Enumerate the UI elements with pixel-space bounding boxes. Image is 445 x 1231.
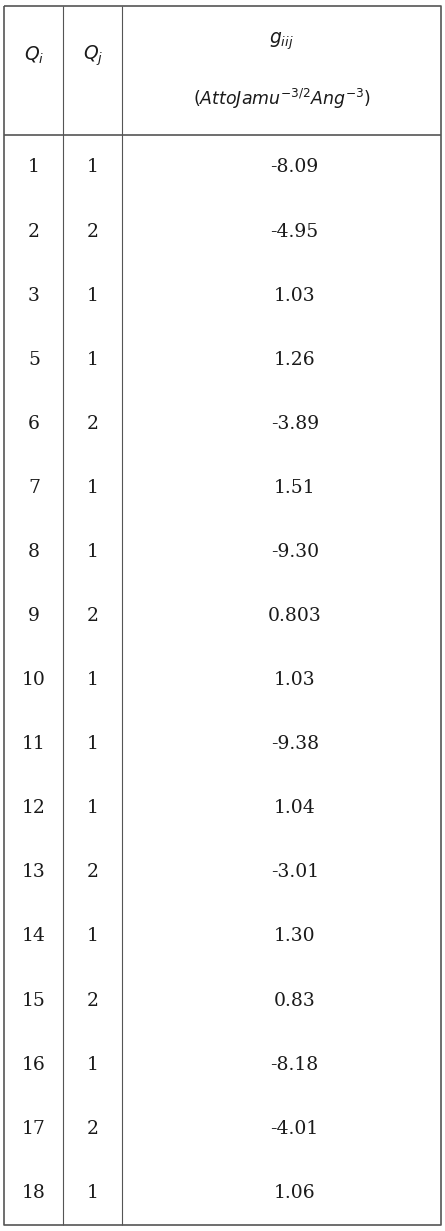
Text: $Q_i$: $Q_i$ [24,44,44,66]
Text: $Q_j$: $Q_j$ [83,43,103,68]
Text: 1.03: 1.03 [274,287,316,304]
Text: 5: 5 [28,351,40,369]
Text: 2: 2 [87,223,99,240]
Text: 1.04: 1.04 [274,799,316,817]
Text: 10: 10 [22,671,46,689]
Text: 2: 2 [87,607,99,625]
Text: 1: 1 [87,479,99,497]
Text: 18: 18 [22,1184,46,1201]
Text: 1: 1 [87,735,99,753]
Text: -9.38: -9.38 [271,735,319,753]
Text: 17: 17 [22,1120,46,1137]
Text: 2: 2 [87,863,99,881]
Text: $g_{iij}$: $g_{iij}$ [269,31,294,52]
Text: 13: 13 [22,863,46,881]
Text: -4.01: -4.01 [271,1120,319,1137]
Text: 0.83: 0.83 [274,991,316,1009]
Text: -9.30: -9.30 [271,543,319,561]
Text: 1.30: 1.30 [274,927,316,945]
Text: $(AttoJamu^{-3/2}Ang^{-3})$: $(AttoJamu^{-3/2}Ang^{-3})$ [193,87,370,111]
Text: 1.51: 1.51 [274,479,316,497]
Text: 11: 11 [22,735,46,753]
Text: 8: 8 [28,543,40,561]
Text: 1: 1 [28,159,40,176]
Text: 1.06: 1.06 [274,1184,316,1201]
Text: 0.803: 0.803 [268,607,322,625]
Text: 1: 1 [87,543,99,561]
Text: 1: 1 [87,159,99,176]
Text: 1.03: 1.03 [274,671,316,689]
Text: 2: 2 [87,415,99,433]
Text: 15: 15 [22,991,46,1009]
Text: 3: 3 [28,287,40,304]
Text: -4.95: -4.95 [271,223,319,240]
Text: -3.89: -3.89 [271,415,319,433]
Text: 1: 1 [87,1056,99,1073]
Text: 1: 1 [87,927,99,945]
Text: -8.09: -8.09 [271,159,319,176]
Text: 1: 1 [87,351,99,369]
Text: -8.18: -8.18 [271,1056,319,1073]
Text: 14: 14 [22,927,46,945]
Text: 16: 16 [22,1056,46,1073]
Text: 9: 9 [28,607,40,625]
Text: 2: 2 [87,1120,99,1137]
Text: 2: 2 [28,223,40,240]
Text: -3.01: -3.01 [271,863,319,881]
Text: 1.26: 1.26 [274,351,316,369]
Text: 1: 1 [87,1184,99,1201]
Text: 1: 1 [87,287,99,304]
Text: 7: 7 [28,479,40,497]
Text: 12: 12 [22,799,46,817]
Text: 1: 1 [87,671,99,689]
Text: 2: 2 [87,991,99,1009]
Text: 1: 1 [87,799,99,817]
Text: 6: 6 [28,415,40,433]
